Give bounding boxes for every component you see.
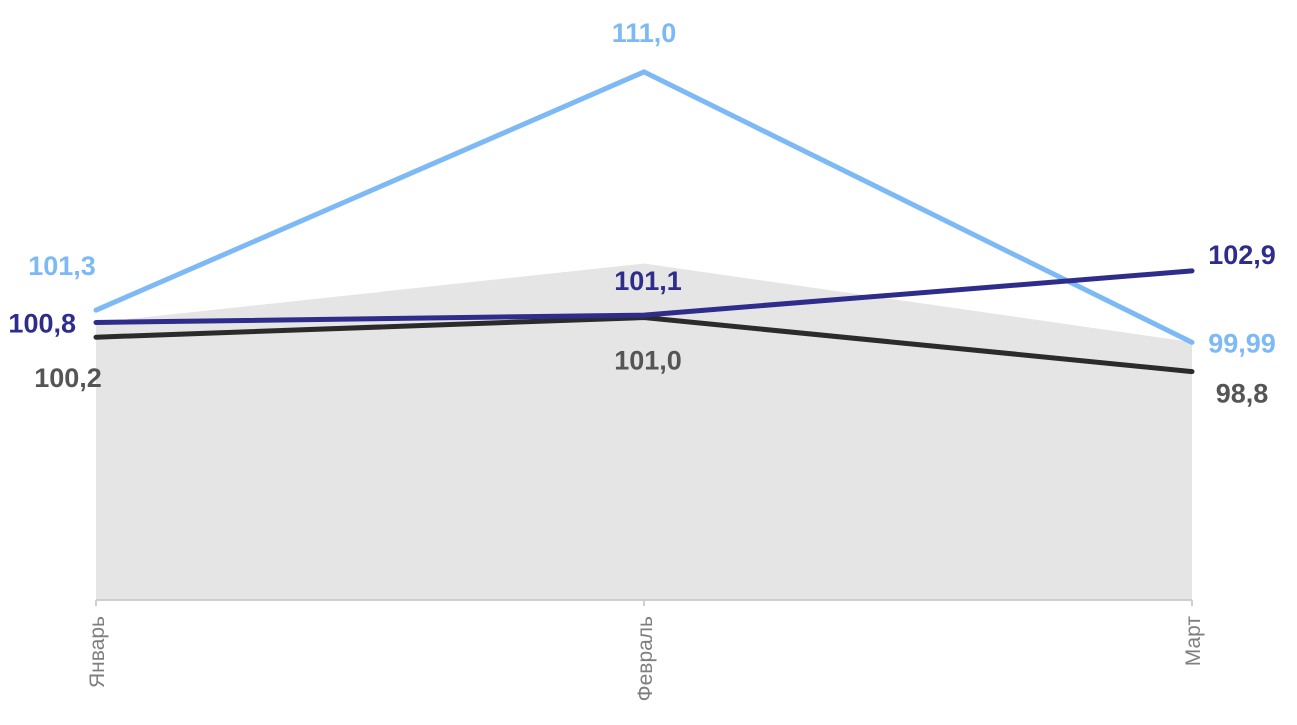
data-labels: 101,3 111,0 99,99 100,8 101,1 102,9 100,2 101,0…	[8, 18, 1275, 409]
x-tick-label: Март	[1182, 616, 1205, 667]
series-lines	[93, 69, 1195, 375]
data-label: 100,8	[8, 308, 76, 338]
series-line-2	[93, 268, 1195, 325]
data-label: 111,0	[612, 18, 677, 48]
x-tick-label: Февраль	[634, 616, 657, 701]
x-tick-label: Январь	[86, 616, 109, 688]
data-label: 101,1	[614, 266, 682, 296]
data-label: 100,2	[34, 363, 102, 393]
data-label: 98,8	[1216, 379, 1269, 409]
background-area	[96, 263, 1192, 600]
series-line-1	[93, 69, 1195, 345]
data-label: 101,0	[614, 346, 682, 376]
area-layer	[96, 263, 1192, 600]
data-label: 99,99	[1208, 328, 1276, 358]
x-axis	[95, 599, 1193, 606]
data-label: 102,9	[1208, 240, 1276, 270]
x-tick-labels: Январь Февраль Март	[86, 616, 1205, 702]
data-label: 101,3	[28, 251, 96, 281]
